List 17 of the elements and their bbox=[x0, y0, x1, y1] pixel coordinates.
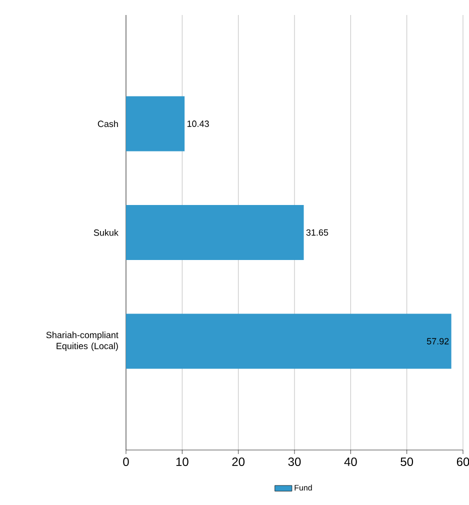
x-tick-label: 40 bbox=[344, 458, 357, 466]
x-tick-label: 50 bbox=[400, 458, 414, 466]
bar bbox=[126, 96, 185, 152]
data-label: 10.43 bbox=[187, 120, 209, 127]
x-tick-label: 10 bbox=[176, 458, 188, 466]
legend-label: Fund bbox=[294, 484, 312, 491]
y-tick-label: Cash bbox=[98, 120, 118, 128]
bar bbox=[126, 205, 304, 260]
data-label: 31.65 bbox=[306, 229, 328, 236]
bar bbox=[126, 314, 452, 369]
x-tick-label: 0 bbox=[123, 458, 129, 466]
x-tick-label: 60 bbox=[456, 458, 469, 466]
y-tick-label: Sukuk bbox=[94, 229, 118, 236]
y-tick-label: Shariah-compliant Equities (Local) bbox=[46, 332, 118, 351]
x-tick-label: 30 bbox=[288, 458, 301, 466]
data-label: 57.92 bbox=[426, 338, 449, 344]
x-tick-label: 20 bbox=[232, 458, 245, 466]
